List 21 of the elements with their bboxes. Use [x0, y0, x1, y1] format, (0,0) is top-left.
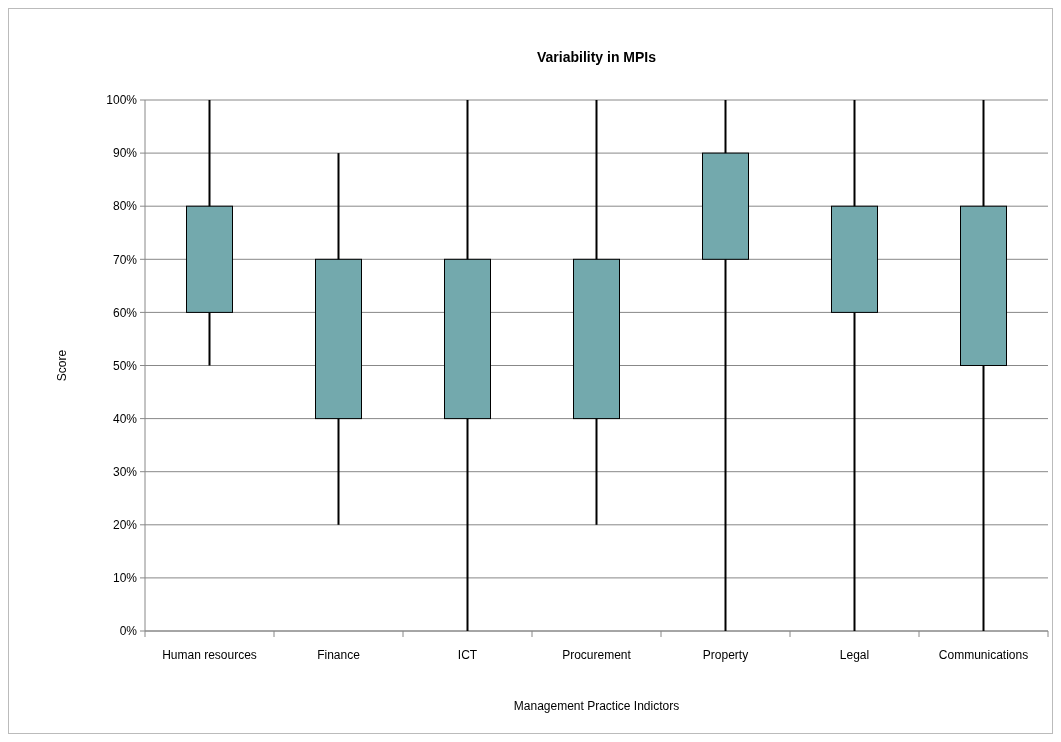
chart-title: Variability in MPIs — [536, 49, 657, 65]
y-tick-label: 0% — [119, 624, 138, 639]
y-tick-label: 70% — [112, 252, 138, 267]
y-tick-label: 30% — [112, 464, 138, 479]
x-tick-label: Procurement — [562, 648, 632, 662]
y-tick-label: 10% — [112, 571, 138, 586]
x-tick-label: ICT — [457, 648, 478, 662]
x-tick-label: Communications — [938, 648, 1029, 662]
y-tick-label: 40% — [112, 411, 138, 426]
y-tick-label: 80% — [112, 199, 138, 214]
y-tick-label: 20% — [112, 518, 138, 532]
x-tick-label: Finance — [317, 648, 361, 662]
x-tick-label: Human resources — [162, 648, 257, 662]
y-axis-title: Score — [55, 349, 69, 382]
x-tick-label: Property — [702, 648, 749, 662]
y-tick-label: 50% — [112, 358, 138, 373]
y-tick-label: 60% — [112, 305, 138, 320]
y-tick-label: 100% — [106, 93, 138, 108]
x-tick-label: Legal — [839, 648, 870, 662]
x-axis-title: Management Practice Indictors — [513, 699, 680, 713]
y-tick-label: 90% — [112, 146, 138, 161]
